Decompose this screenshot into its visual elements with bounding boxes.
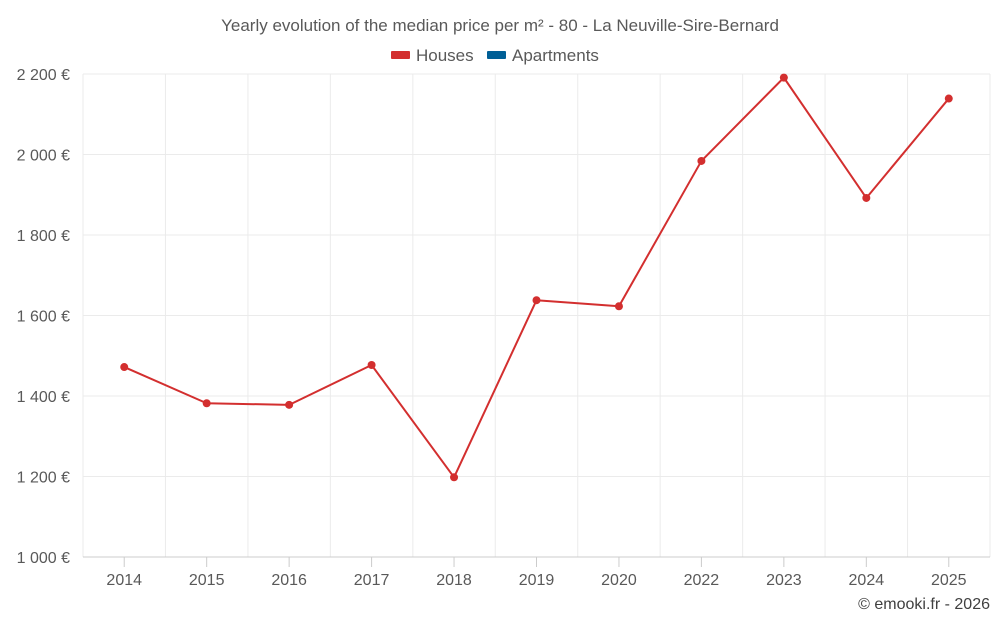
x-tick-label: 2019 (519, 572, 555, 589)
y-tick-label: 1 800 € (17, 228, 70, 245)
legend-swatch-houses (391, 51, 410, 59)
data-point-houses[interactable] (202, 399, 211, 408)
legend-label-houses: Houses (416, 46, 474, 65)
y-tick-label: 1 200 € (17, 470, 70, 487)
legend-label-apartments: Apartments (512, 46, 599, 65)
data-point-houses[interactable] (285, 400, 294, 409)
series-layer (120, 73, 953, 482)
data-point-houses[interactable] (120, 363, 129, 372)
y-tick-label: 1 600 € (17, 309, 70, 326)
data-point-houses[interactable] (614, 302, 623, 311)
x-axis: 2014 2015 2016 2017 2018 2019 2020 2022 2023 2024… (83, 556, 990, 589)
legend-swatch-apartments (487, 51, 506, 59)
credit-text: © emooki.fr - 2026 (858, 596, 990, 613)
data-point-houses[interactable] (450, 473, 459, 482)
data-point-houses[interactable] (367, 361, 376, 370)
x-tick-label: 2024 (849, 572, 885, 589)
data-point-houses[interactable] (532, 296, 541, 305)
x-tick-label: 2018 (436, 572, 472, 589)
legend-item-apartments[interactable]: Apartments (487, 46, 599, 65)
y-tick-label: 1 400 € (17, 389, 70, 406)
x-tick-label: 2022 (684, 572, 720, 589)
y-tick-label: 2 000 € (17, 148, 70, 165)
x-tick-label: 2025 (931, 572, 967, 589)
chart-title: Yearly evolution of the median price per… (221, 16, 779, 35)
y-axis: 1 000 € 1 200 € 1 400 € 1 600 € 1 800 € 2 000… (17, 67, 70, 567)
x-tick-label: 2015 (189, 572, 225, 589)
x-tick-label: 2023 (766, 572, 802, 589)
x-tick-label: 2016 (271, 572, 307, 589)
legend: Houses Apartments (391, 46, 599, 65)
y-tick-label: 2 200 € (17, 67, 70, 84)
x-tick-label: 2014 (106, 572, 142, 589)
data-point-houses[interactable] (697, 156, 706, 165)
x-tick-label: 2017 (354, 572, 390, 589)
legend-item-houses[interactable]: Houses (391, 46, 474, 65)
data-point-houses[interactable] (779, 73, 788, 82)
x-tick-label: 2020 (601, 572, 637, 589)
grid (82, 73, 991, 557)
data-point-houses[interactable] (862, 193, 871, 202)
data-point-houses[interactable] (944, 94, 953, 103)
y-tick-label: 1 000 € (17, 550, 70, 567)
